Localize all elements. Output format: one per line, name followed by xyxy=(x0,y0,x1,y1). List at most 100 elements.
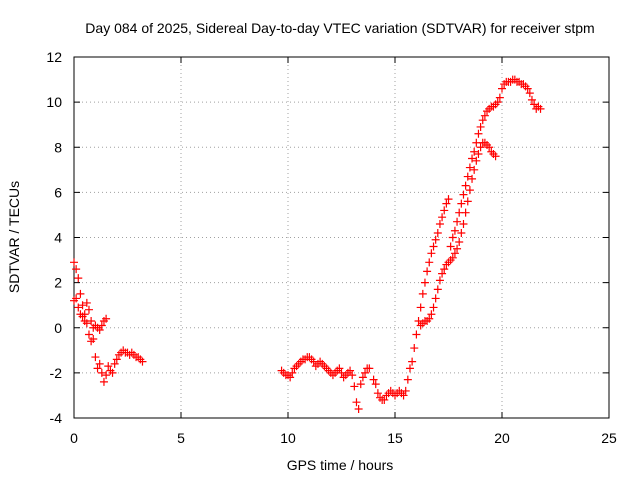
data-point xyxy=(459,190,468,199)
x-tick-label: 25 xyxy=(601,430,617,446)
data-point xyxy=(435,276,444,285)
y-axis-label: SDTVAR / TECUs xyxy=(6,181,22,293)
data-point xyxy=(431,235,440,244)
data-point xyxy=(465,163,474,172)
data-point xyxy=(440,265,449,274)
data-point xyxy=(468,174,477,183)
data-point xyxy=(495,93,504,102)
y-tick-label: 8 xyxy=(54,139,62,155)
y-tick-label: 2 xyxy=(54,275,62,291)
data-point xyxy=(465,186,474,195)
data-point xyxy=(442,199,451,208)
data-point xyxy=(433,228,442,237)
data-point xyxy=(410,344,419,353)
data-point xyxy=(84,330,93,339)
data-point xyxy=(102,371,111,380)
data-point xyxy=(97,321,106,330)
data-point xyxy=(408,357,417,366)
data-point xyxy=(493,98,502,107)
data-point xyxy=(525,89,534,98)
x-tick-labels: 0 5 10 15 20 25 xyxy=(70,430,617,446)
x-tick-label: 20 xyxy=(494,430,510,446)
y-tick-label: 6 xyxy=(54,184,62,200)
series-segment-midday xyxy=(277,353,374,413)
data-point xyxy=(416,303,425,312)
data-point xyxy=(418,289,427,298)
grid-lines xyxy=(74,57,609,418)
data-point xyxy=(429,303,438,312)
data-point xyxy=(485,143,494,152)
data-point xyxy=(498,84,506,93)
chart-title: Day 084 of 2025, Sidereal Day-to-day VTE… xyxy=(85,20,594,36)
data-point xyxy=(76,289,85,298)
data-point xyxy=(403,375,412,384)
data-point xyxy=(102,314,111,323)
data-point xyxy=(95,359,104,368)
data-series xyxy=(70,75,545,413)
data-point xyxy=(453,244,462,253)
data-point xyxy=(112,355,121,364)
data-point xyxy=(78,312,87,321)
data-point xyxy=(70,258,78,267)
data-point xyxy=(431,294,440,303)
data-point xyxy=(350,382,359,391)
data-point xyxy=(288,368,297,377)
y-tick-label: 4 xyxy=(54,230,62,246)
y-tick-label: -2 xyxy=(50,365,63,381)
data-point xyxy=(478,116,487,125)
data-point xyxy=(399,391,408,400)
data-point xyxy=(474,150,483,159)
axis-ticks xyxy=(73,56,610,419)
data-point xyxy=(427,310,436,319)
data-point xyxy=(356,380,365,389)
series-segment-evening xyxy=(446,75,545,251)
data-point xyxy=(380,395,389,404)
data-point xyxy=(91,353,100,362)
data-point xyxy=(427,249,436,258)
data-point xyxy=(95,326,104,335)
data-point xyxy=(468,154,477,163)
data-point xyxy=(440,206,449,215)
data-point xyxy=(78,301,87,310)
data-point xyxy=(457,228,466,237)
x-tick-label: 5 xyxy=(177,430,185,446)
data-point xyxy=(361,368,370,377)
data-point xyxy=(425,314,434,323)
data-point xyxy=(89,335,98,344)
data-point xyxy=(335,364,344,373)
data-point xyxy=(423,267,432,276)
data-point xyxy=(448,253,457,262)
data-point xyxy=(438,213,447,222)
data-point xyxy=(358,373,367,382)
y-tick-labels: -4 -2 0 2 4 6 8 10 12 xyxy=(46,49,62,426)
data-point xyxy=(84,305,93,314)
data-point xyxy=(472,138,481,147)
data-point xyxy=(491,152,500,161)
data-point xyxy=(461,181,470,190)
data-point xyxy=(530,100,539,109)
data-point xyxy=(450,226,459,235)
data-point xyxy=(429,242,438,251)
series-segment-early-a xyxy=(70,258,111,346)
data-point xyxy=(463,197,472,206)
data-point xyxy=(348,371,357,380)
data-point xyxy=(457,199,466,208)
data-point xyxy=(72,294,81,303)
data-point xyxy=(365,364,374,373)
data-point xyxy=(446,242,455,251)
series-segment-afternoon-upper xyxy=(369,195,453,404)
data-point xyxy=(87,316,96,325)
data-point xyxy=(352,398,361,407)
data-point xyxy=(438,269,447,278)
data-point xyxy=(104,362,113,371)
data-point xyxy=(110,359,119,368)
data-point xyxy=(74,274,83,283)
data-point xyxy=(472,156,481,165)
data-point xyxy=(425,258,434,267)
data-point xyxy=(435,219,444,228)
y-tick-label: 0 xyxy=(54,320,62,336)
data-point xyxy=(373,389,382,398)
data-point xyxy=(463,172,472,181)
data-point xyxy=(401,386,410,395)
